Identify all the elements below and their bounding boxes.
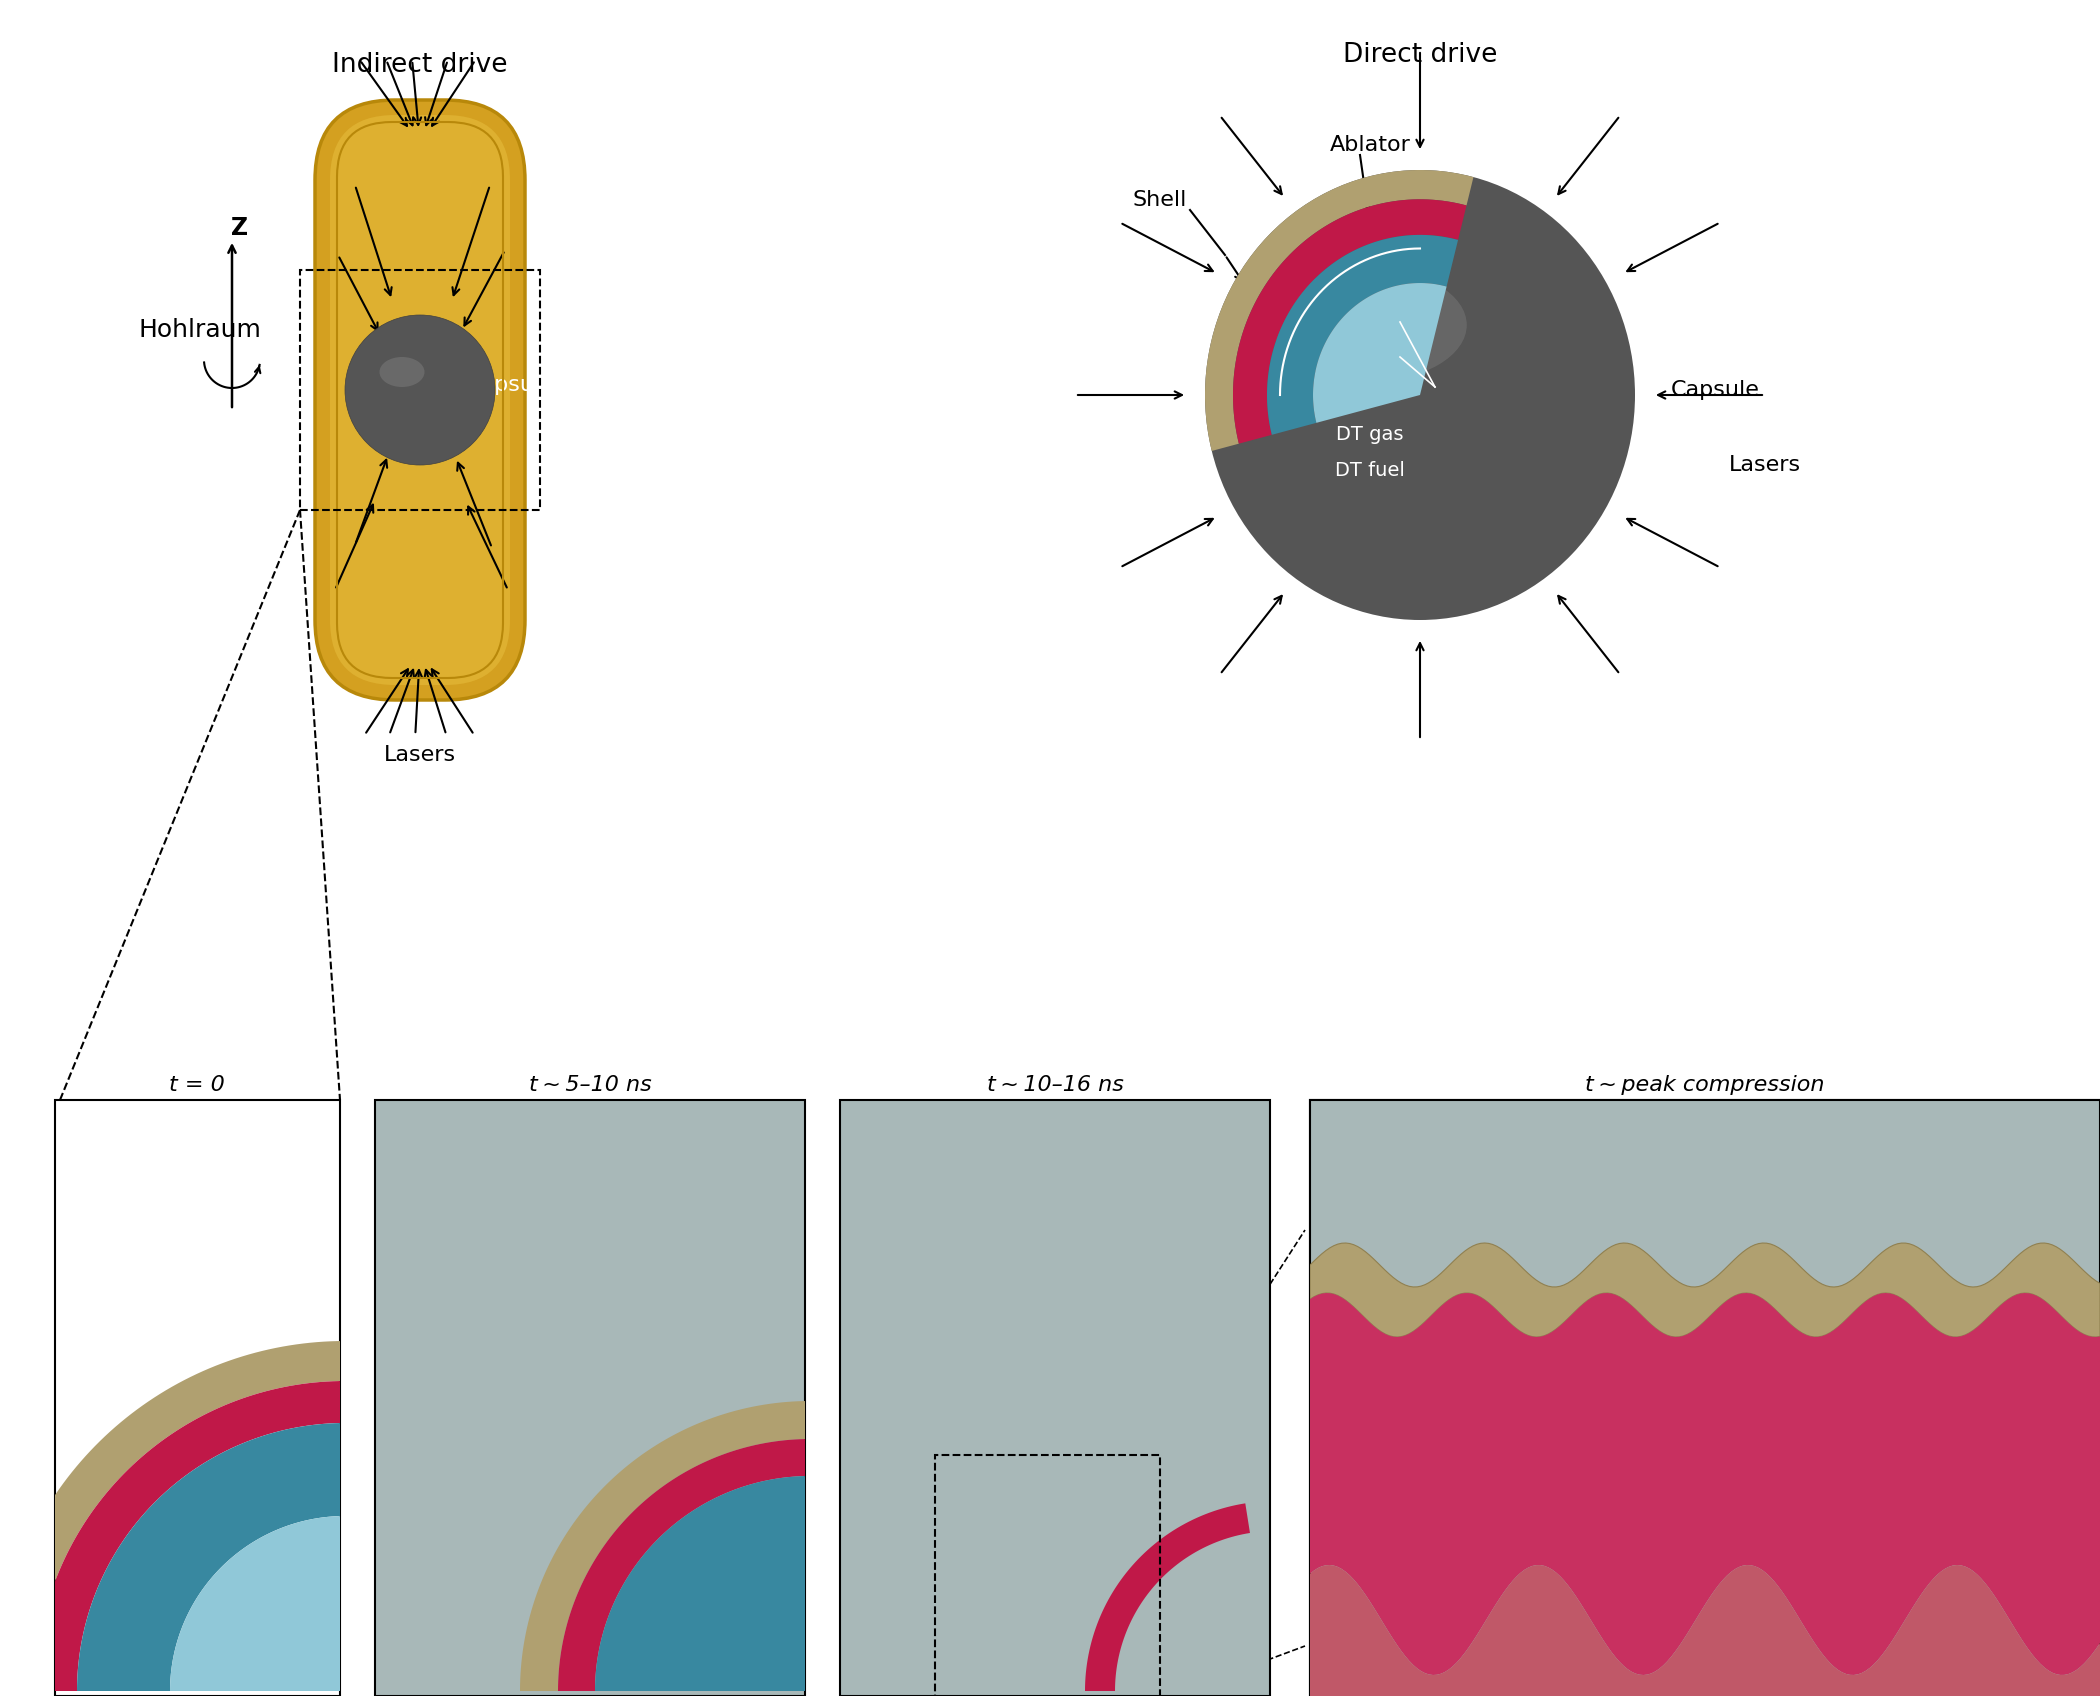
Text: t ~ peak compression: t ~ peak compression	[1586, 1075, 1825, 1096]
Text: Indirect drive: Indirect drive	[332, 53, 508, 78]
Text: Shell: Shell	[452, 1640, 500, 1659]
Text: Ablator: Ablator	[130, 1126, 200, 1145]
Bar	[55, 1101, 340, 1696]
Text: Z: Z	[231, 215, 248, 241]
Text: t ~ 10–16 ns: t ~ 10–16 ns	[987, 1075, 1124, 1096]
Bar	[300, 270, 540, 510]
Bar	[376, 1101, 804, 1696]
Text: DT fuel: DT fuel	[1336, 461, 1405, 480]
Text: Hotspot: Hotspot	[1850, 1630, 1930, 1650]
Polygon shape	[1310, 1565, 2100, 1696]
Polygon shape	[1312, 283, 1447, 422]
Text: Capsule: Capsule	[1672, 380, 1760, 400]
Bar	[840, 1101, 1270, 1696]
Bar	[1310, 1101, 2100, 1696]
Bar	[1310, 1101, 2100, 1696]
Text: Shell: Shell	[130, 1647, 178, 1667]
Polygon shape	[0, 1342, 344, 1691]
Bar	[55, 1101, 340, 1696]
Text: DT gas: DT gas	[1336, 426, 1403, 444]
Text: t = 0: t = 0	[170, 1075, 225, 1096]
Bar	[55, 1101, 340, 1696]
Polygon shape	[521, 1401, 811, 1691]
Bar	[934, 1455, 1159, 1696]
Text: DT fuel: DT fuel	[166, 1286, 235, 1304]
Text: DT fuel: DT fuel	[1833, 1450, 1907, 1470]
FancyBboxPatch shape	[330, 115, 510, 685]
Polygon shape	[594, 1476, 811, 1691]
Bar	[376, 1101, 804, 1696]
Text: Ablated plasma: Ablated plasma	[974, 1160, 1136, 1180]
Bar	[840, 1101, 1270, 1696]
Text: Capsule: Capsule	[466, 375, 554, 395]
Ellipse shape	[1273, 268, 1466, 382]
Bar	[376, 1101, 804, 1696]
Polygon shape	[1310, 1292, 2100, 1676]
Polygon shape	[1266, 234, 1457, 434]
Polygon shape	[170, 1516, 344, 1691]
Bar	[1310, 1101, 2100, 1696]
Polygon shape	[1310, 1243, 2100, 1336]
Bar	[55, 1101, 340, 1696]
Text: Shell: Shell	[1132, 190, 1186, 210]
Polygon shape	[78, 1423, 344, 1691]
Bar	[1310, 1101, 2100, 1696]
Text: DT gas: DT gas	[130, 1411, 200, 1430]
Bar	[1310, 1101, 2100, 1696]
Polygon shape	[559, 1438, 811, 1691]
Circle shape	[344, 315, 496, 465]
Text: Hohlraum: Hohlraum	[139, 319, 260, 343]
Text: Ablated plasma: Ablated plasma	[508, 1160, 672, 1180]
Polygon shape	[1086, 1503, 1250, 1691]
Ellipse shape	[1205, 170, 1636, 621]
Polygon shape	[1205, 170, 1474, 451]
Ellipse shape	[380, 356, 424, 387]
Text: Ablator: Ablator	[1329, 136, 1411, 154]
Bar	[55, 1101, 340, 1696]
Text: Lasers: Lasers	[1728, 455, 1802, 475]
Polygon shape	[1233, 200, 1466, 444]
Text: Direct drive: Direct drive	[1342, 42, 1497, 68]
Text: Lasers: Lasers	[384, 745, 456, 765]
Text: Remaining ablator: Remaining ablator	[1550, 1196, 1730, 1214]
Text: t ~ 5–10 ns: t ~ 5–10 ns	[529, 1075, 651, 1096]
Polygon shape	[36, 1381, 344, 1691]
Bar	[376, 1101, 804, 1696]
FancyBboxPatch shape	[315, 100, 525, 700]
